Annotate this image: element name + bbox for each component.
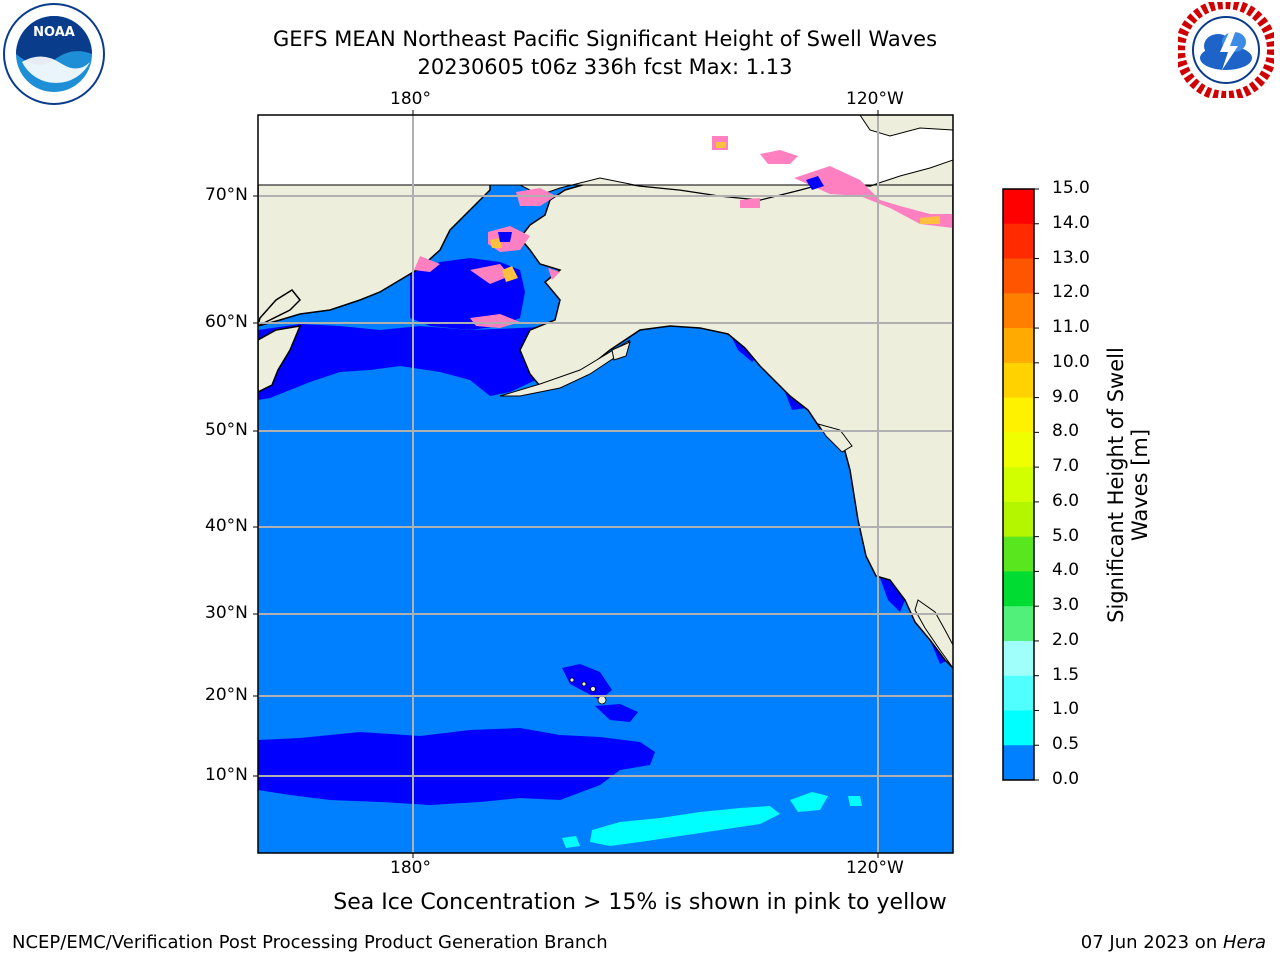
lat-label-50n: 50°N bbox=[205, 420, 248, 440]
colorbar-tick-label: 0.0 bbox=[1052, 769, 1080, 789]
colorbar-tick-label: 4.0 bbox=[1052, 560, 1080, 581]
map-area bbox=[258, 115, 953, 853]
colorbar-segment bbox=[1003, 501, 1034, 538]
mid-swell-region bbox=[562, 792, 862, 848]
colorbar-frame bbox=[1002, 188, 1035, 781]
baja-land bbox=[914, 599, 953, 669]
colorbar-tick-label: 14.0 bbox=[1052, 212, 1090, 233]
colorbar-tick-label: 15.0 bbox=[1052, 178, 1090, 198]
colorbar-segment bbox=[1003, 189, 1034, 225]
colorbar-segment bbox=[1003, 640, 1034, 677]
colorbar-segment bbox=[1003, 293, 1034, 329]
kamchatka-land bbox=[258, 289, 302, 393]
lat-label-70n: 70°N bbox=[205, 185, 248, 205]
sea-ice-high bbox=[490, 142, 940, 282]
noaa-logo-text: NOAA bbox=[33, 25, 75, 40]
colorbar-tick-label: 6.0 bbox=[1052, 490, 1080, 511]
footer-date: 07 Jun 2023 on bbox=[1080, 932, 1223, 953]
colorbar-tick-label: 1.5 bbox=[1052, 664, 1080, 685]
noaa-logo: NOAA bbox=[3, 3, 105, 105]
colorbar-tick-label: 10.0 bbox=[1052, 351, 1090, 372]
lat-label-20n: 20°N bbox=[205, 685, 248, 705]
kodiak-island bbox=[611, 341, 631, 361]
colorbar-segment bbox=[1003, 675, 1034, 711]
colorbar bbox=[1003, 188, 1039, 781]
nws-logo bbox=[1178, 2, 1274, 98]
map-title: GEFS MEAN Northeast Pacific Significant … bbox=[272, 27, 938, 51]
colorbar-segment bbox=[1003, 362, 1034, 399]
map-subtitle: 20230605 t06z 336h fcst Max: 1.13 bbox=[417, 55, 793, 79]
colorbar-tick-label: 3.0 bbox=[1052, 595, 1080, 616]
map-frame bbox=[257, 114, 954, 854]
axis-ticks bbox=[253, 110, 879, 858]
colorbar-tick-label: 7.0 bbox=[1052, 456, 1080, 477]
colorbar-tick-label: 13.0 bbox=[1052, 247, 1090, 268]
colorbar-tick-label: 0.5 bbox=[1052, 734, 1080, 755]
lat-label-10n: 10°N bbox=[205, 765, 248, 785]
colorbar-segment bbox=[1003, 397, 1034, 433]
colorbar-tick-label: 11.0 bbox=[1052, 317, 1090, 338]
colorbar-tick-label: 8.0 bbox=[1052, 421, 1080, 442]
colorbar-tick-label: 12.0 bbox=[1052, 282, 1090, 303]
colorbar-segment bbox=[1003, 432, 1034, 468]
lon-label-bottom-180: 180° bbox=[390, 858, 431, 878]
footer-right: 07 Jun 2023 on Hera bbox=[1081, 932, 1266, 953]
graticule bbox=[258, 115, 953, 853]
lat-label-30n: 30°N bbox=[205, 603, 248, 623]
colorbar-tick-label: 5.0 bbox=[1052, 525, 1080, 546]
arctic-islands bbox=[859, 115, 953, 137]
lat-label-40n: 40°N bbox=[205, 516, 248, 536]
lon-label-top-180: 180° bbox=[390, 89, 431, 109]
lat-label-60n: 60°N bbox=[205, 312, 248, 332]
colorbar-segment bbox=[1003, 223, 1034, 260]
colorbar-tick-label: 2.0 bbox=[1052, 629, 1080, 650]
footer-left: NCEP/EMC/Verification Post Processing Pr… bbox=[12, 932, 608, 953]
arctic-ocean bbox=[258, 115, 953, 185]
sea-ice-dark bbox=[498, 176, 824, 242]
colorbar-tick-label: 1.0 bbox=[1052, 699, 1080, 720]
footer-host: Hera bbox=[1222, 932, 1266, 953]
colorbar-segment bbox=[1003, 606, 1034, 642]
lon-label-top-120w: 120°W bbox=[846, 89, 904, 109]
colorbar-segment bbox=[1003, 467, 1034, 503]
colorbar-segment bbox=[1003, 536, 1034, 572]
colorbar-segment bbox=[1003, 710, 1034, 746]
colorbar-tick-label: 9.0 bbox=[1052, 386, 1080, 407]
colorbar-segment bbox=[1003, 328, 1034, 364]
sea-ice-caption: Sea Ice Concentration > 15% is shown in … bbox=[333, 890, 947, 915]
lon-label-bottom-120w: 120°W bbox=[846, 858, 904, 878]
colorbar-segment bbox=[1003, 745, 1034, 781]
colorbar-segment bbox=[1003, 258, 1034, 294]
colorbar-segment bbox=[1003, 571, 1034, 607]
colorbar-label: Significant Height of Swell Waves [m] bbox=[1104, 347, 1152, 623]
